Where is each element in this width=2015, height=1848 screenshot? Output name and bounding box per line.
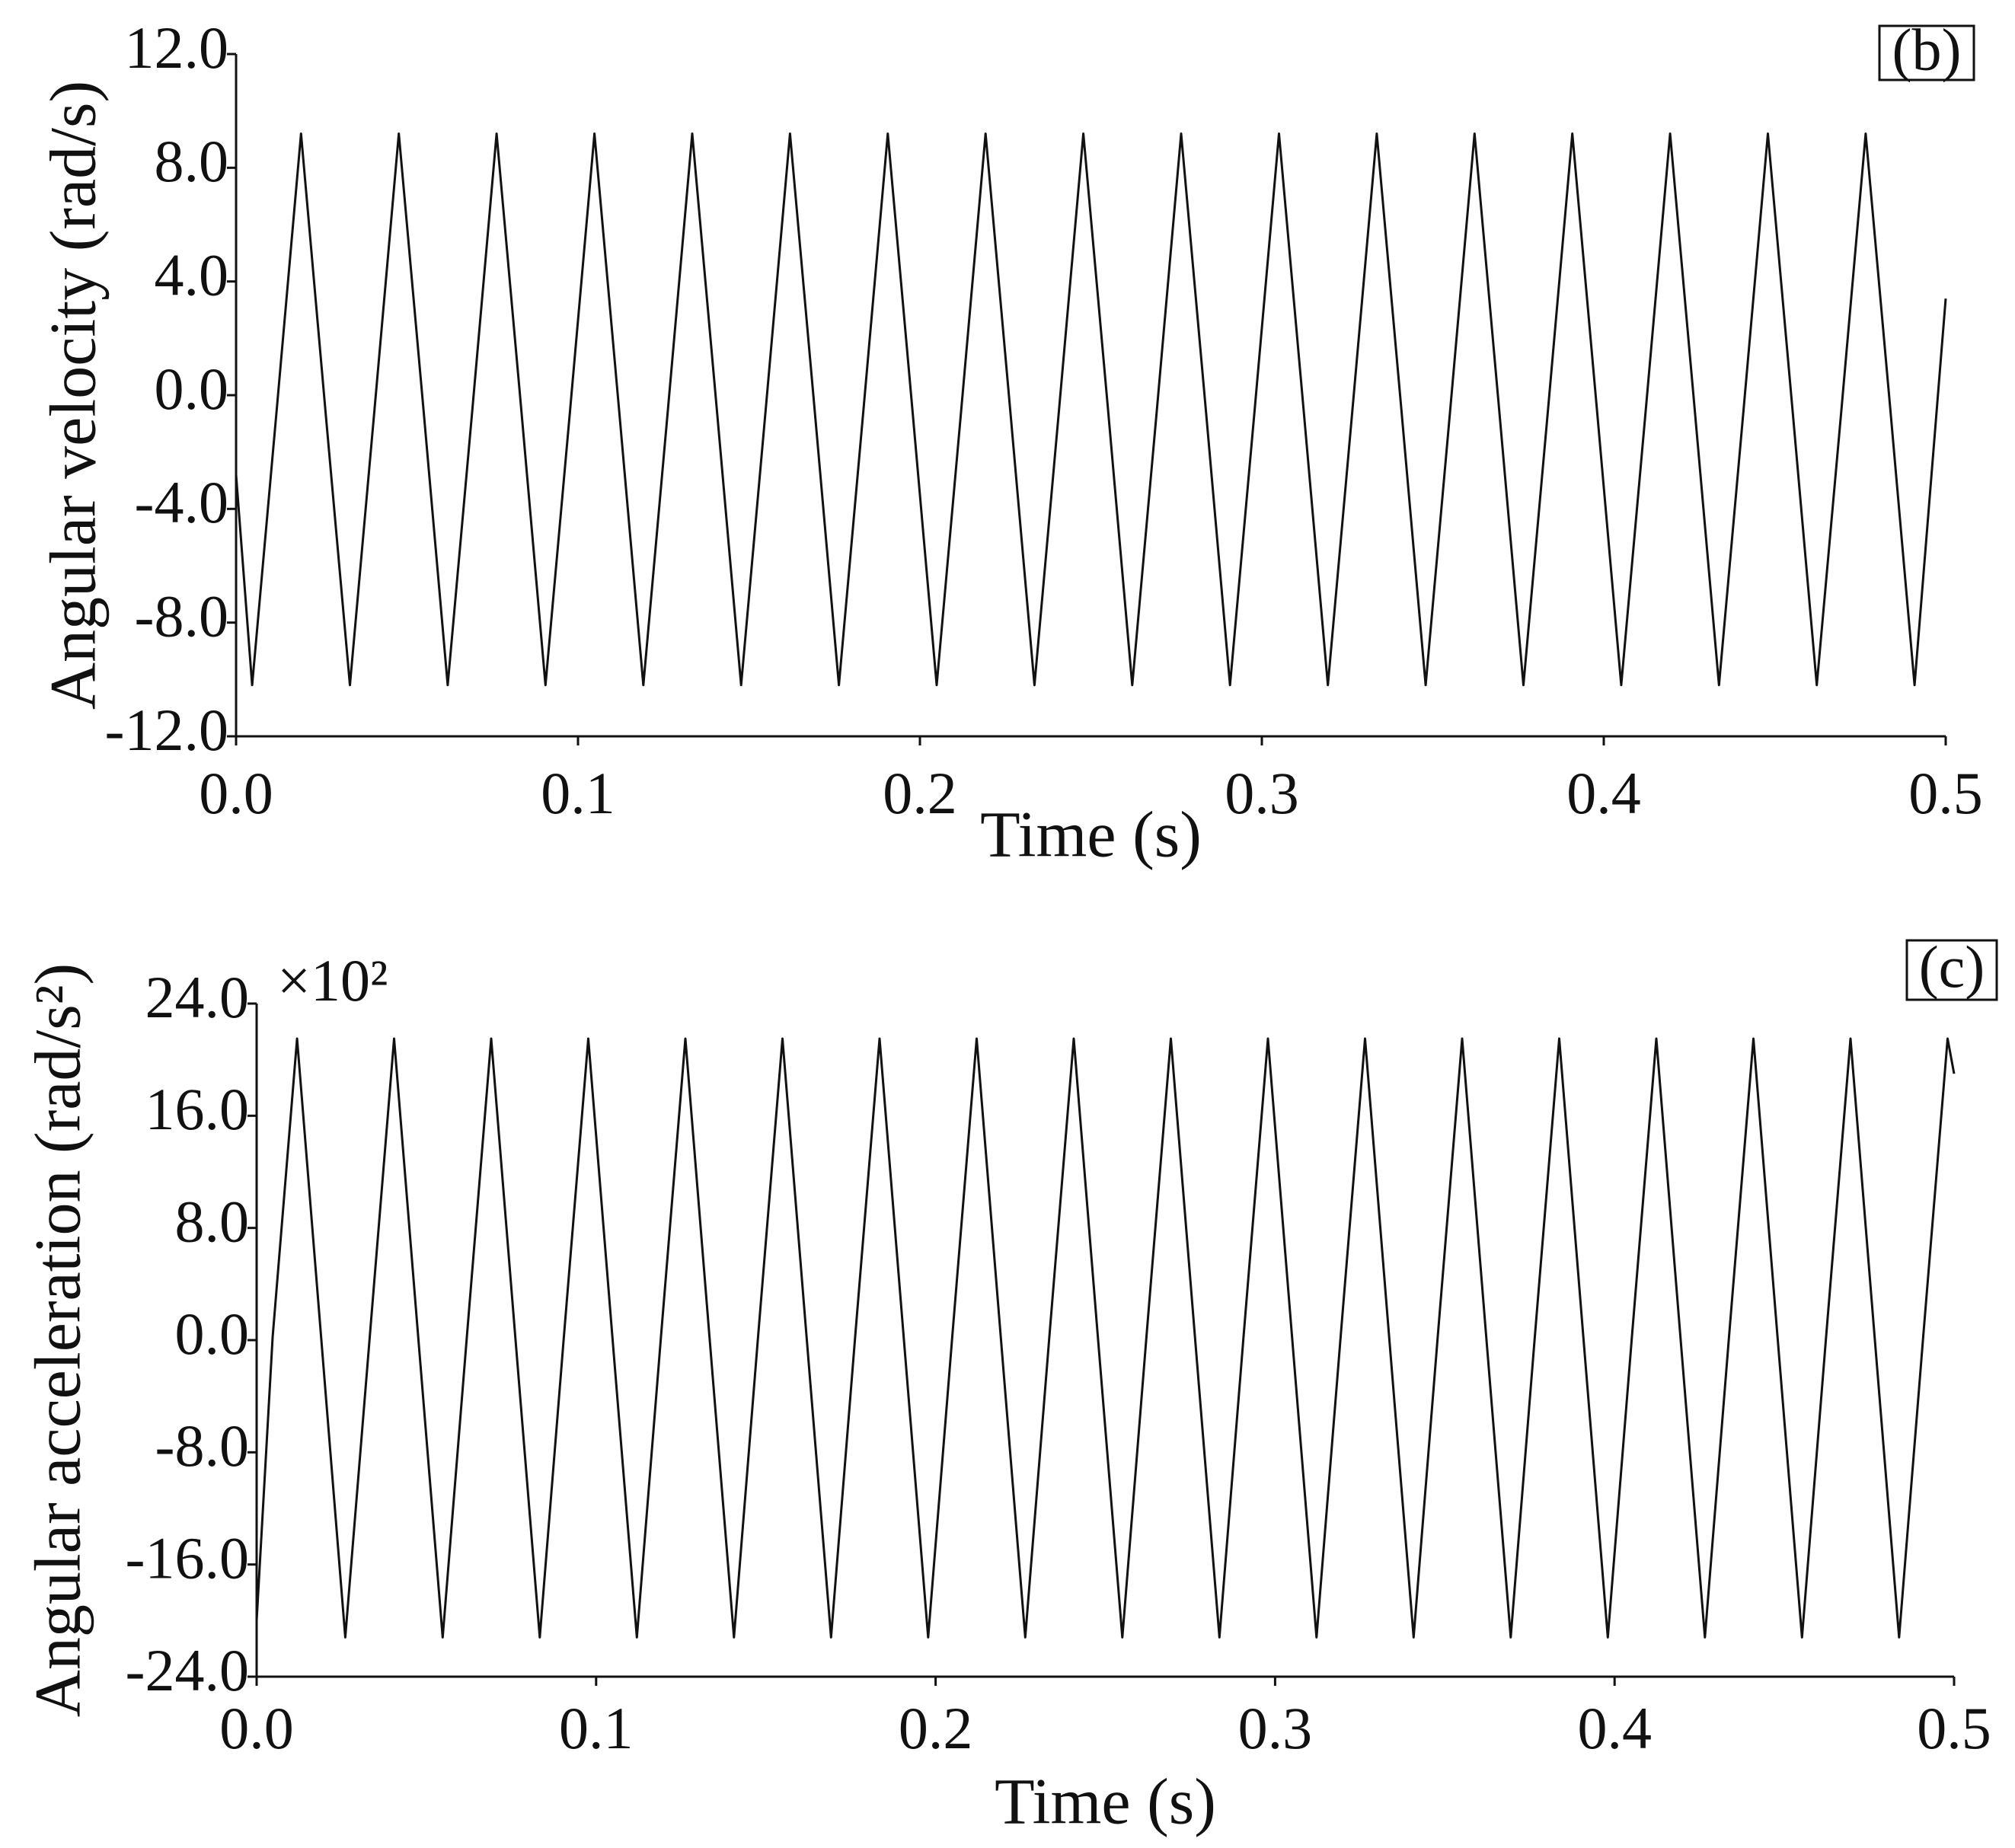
y-tick-label: -16.0 [126,1525,249,1591]
x-tick-label: 0.5 [1908,760,1983,826]
y-tick-label: -8.0 [155,1412,249,1479]
x-tick-label: 0.5 [1917,1695,1991,1761]
y-tick-label: 0.0 [155,356,229,422]
x-tick-label: 0.3 [1238,1695,1313,1761]
x-tick-label: 0.2 [883,760,957,826]
x-tick-label: 0.3 [1225,760,1299,826]
x-axis-title: Time (s) [980,798,1202,871]
y-axis-title: Angular acceleration (rad/s²) [21,963,94,1717]
y-tick-label: 24.0 [145,964,250,1030]
data-line [255,1037,1956,1639]
y-tick-label: -12.0 [105,697,228,763]
y-axis-title: Angular velocity (rad/s) [37,81,110,710]
y-tick-label: 16.0 [145,1076,250,1142]
y-tick-label: -4.0 [135,469,228,535]
y-tick-label: 4.0 [155,242,229,308]
panel-label-box [1878,24,1975,81]
x-tick-label: 0.0 [219,1695,294,1761]
x-axis-title: Time (s) [995,1765,1216,1838]
x-tick-label: 0.2 [899,1695,973,1761]
x-tick-label: 0.1 [541,760,615,826]
x-tick-label: 0.1 [559,1695,634,1761]
x-tick-label: 0.4 [1577,1695,1652,1761]
x-tick-label: 0.0 [199,760,273,826]
y-tick-label: 8.0 [175,1189,250,1255]
y-tick-label: -8.0 [135,583,228,650]
y-tick-label: 12.0 [125,14,229,81]
y-tick-label: 0.0 [175,1301,250,1367]
panel-label-box [1905,939,1998,1001]
panel-label: (c) [1919,934,1985,1000]
annotation: ×10² [277,947,388,1013]
x-tick-label: 0.4 [1566,760,1641,826]
data-line [235,132,1947,687]
y-tick-label: -24.0 [126,1637,249,1703]
y-tick-label: 8.0 [155,128,229,194]
panel-label: (b) [1892,16,1962,82]
